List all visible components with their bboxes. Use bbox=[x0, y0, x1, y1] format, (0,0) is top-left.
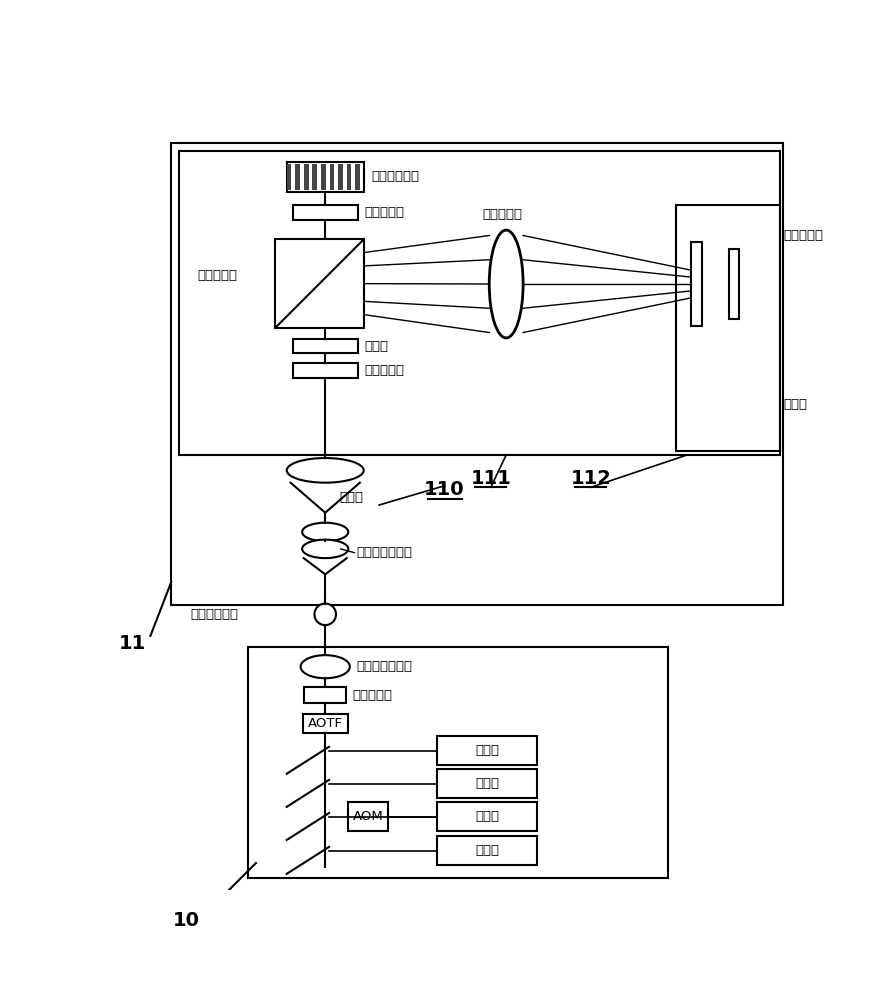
Ellipse shape bbox=[490, 230, 523, 338]
Bar bbox=[275, 239, 364, 328]
Text: 111: 111 bbox=[470, 469, 511, 488]
Bar bbox=[248, 647, 668, 878]
Bar bbox=[730, 249, 739, 319]
Bar bbox=[312, 164, 317, 190]
Bar bbox=[295, 164, 300, 190]
Text: 空间光调制器: 空间光调制器 bbox=[371, 170, 419, 183]
Text: 第二光纤耦合器: 第二光纤耦合器 bbox=[356, 546, 412, 559]
Text: 滤光片: 滤光片 bbox=[364, 340, 388, 353]
Bar bbox=[293, 363, 358, 378]
Text: 112: 112 bbox=[570, 469, 611, 488]
Bar bbox=[437, 802, 537, 831]
Bar bbox=[304, 687, 346, 703]
Bar bbox=[287, 164, 291, 190]
Text: 第二半波片: 第二半波片 bbox=[364, 364, 404, 377]
Text: 激光器: 激光器 bbox=[475, 810, 499, 823]
Text: 激光器: 激光器 bbox=[475, 844, 499, 857]
Text: AOTF: AOTF bbox=[308, 717, 343, 730]
Bar bbox=[179, 151, 780, 455]
Bar bbox=[437, 736, 537, 765]
Bar bbox=[303, 714, 348, 733]
Text: 第四半波片: 第四半波片 bbox=[783, 229, 823, 242]
Text: 保偏单模光纤: 保偏单模光纤 bbox=[190, 608, 239, 621]
Text: 第一光纤耦合器: 第一光纤耦合器 bbox=[356, 660, 412, 673]
Ellipse shape bbox=[287, 458, 364, 483]
Text: 10: 10 bbox=[174, 911, 200, 930]
Text: 第一半波片: 第一半波片 bbox=[352, 689, 392, 702]
Bar bbox=[329, 164, 335, 190]
Text: 扩束镜: 扩束镜 bbox=[339, 491, 363, 504]
Bar bbox=[355, 164, 360, 190]
Bar bbox=[171, 143, 783, 605]
Text: 11: 11 bbox=[119, 634, 146, 653]
Text: 110: 110 bbox=[425, 480, 465, 499]
Bar bbox=[303, 164, 309, 190]
Bar bbox=[676, 205, 780, 451]
Bar bbox=[437, 836, 537, 865]
Ellipse shape bbox=[314, 604, 336, 625]
Ellipse shape bbox=[301, 655, 350, 678]
Text: AOM: AOM bbox=[353, 810, 384, 823]
Text: 激光器: 激光器 bbox=[475, 744, 499, 757]
Bar bbox=[346, 164, 352, 190]
Text: 激光器: 激光器 bbox=[475, 777, 499, 790]
Bar bbox=[348, 802, 388, 831]
Ellipse shape bbox=[302, 523, 348, 541]
Bar bbox=[321, 164, 326, 190]
Text: 针孔板: 针孔板 bbox=[783, 398, 807, 411]
Text: 第三半波片: 第三半波片 bbox=[364, 206, 404, 219]
Bar bbox=[293, 339, 358, 353]
Bar bbox=[338, 164, 343, 190]
Ellipse shape bbox=[302, 540, 348, 558]
Bar bbox=[293, 205, 358, 220]
Bar bbox=[287, 162, 364, 192]
Bar bbox=[437, 769, 537, 798]
Text: 偏振分光镜: 偏振分光镜 bbox=[198, 269, 238, 282]
Text: 傅里叶透镜: 傅里叶透镜 bbox=[482, 208, 522, 221]
Bar bbox=[691, 242, 701, 326]
